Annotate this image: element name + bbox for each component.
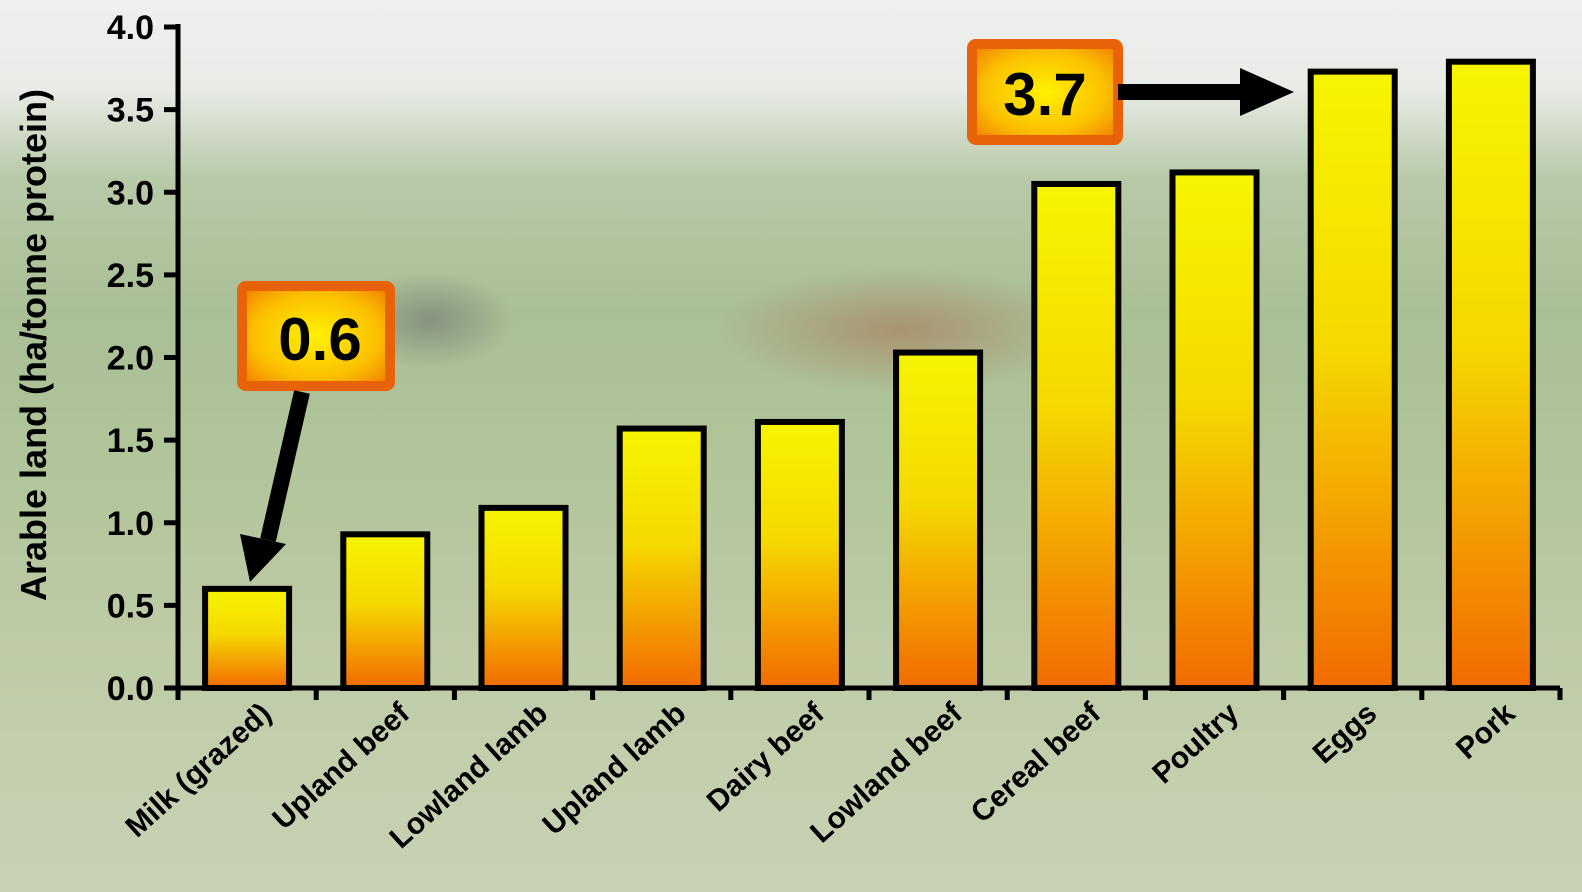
bar-lowland-lamb xyxy=(478,504,569,691)
bar-dairy-beef xyxy=(754,418,845,691)
y-tick-label: 0.0 xyxy=(107,670,154,708)
callout-arrow-shaft xyxy=(260,390,310,542)
callout-eggs: 3.7 xyxy=(967,39,1294,145)
bar-poultry xyxy=(1169,169,1260,692)
y-tick-label: 2.0 xyxy=(107,340,154,378)
y-tick-label: 3.5 xyxy=(107,92,154,130)
bar-upland-lamb xyxy=(616,425,707,691)
callout-value: 3.7 xyxy=(1003,61,1086,128)
x-category-label: Upland beef xyxy=(266,696,416,836)
x-category-label: Cereal beef xyxy=(965,696,1108,829)
x-category-label: Pork xyxy=(1450,696,1522,765)
bar-pork xyxy=(1445,58,1536,691)
y-tick-label: 0.5 xyxy=(107,587,154,625)
x-category-label: Lowland beef xyxy=(804,696,969,849)
callout-box xyxy=(237,281,395,391)
y-tick-label: 1.0 xyxy=(107,505,154,543)
bar-upland-beef xyxy=(340,531,431,691)
bar-cereal-beef xyxy=(1031,180,1122,692)
x-category-label: Dairy beef xyxy=(701,696,832,818)
x-category-label: Eggs xyxy=(1307,697,1384,771)
callout-arrowhead xyxy=(1240,68,1294,116)
y-tick-label: 3.0 xyxy=(107,174,154,212)
y-tick-label: 2.5 xyxy=(107,257,154,295)
x-category-label: Poultry xyxy=(1146,696,1245,790)
bars xyxy=(202,58,1536,692)
bar-milk-grazed xyxy=(202,585,293,691)
callout-value: 0.6 xyxy=(278,306,361,373)
y-tick-label: 1.5 xyxy=(107,422,154,460)
bar-lowland-beef xyxy=(893,349,984,691)
y-axis-title: Arable land (ha/tonne protein) xyxy=(13,89,54,601)
y-tick-label: 4.0 xyxy=(107,9,154,47)
callout-milk: 0.6 xyxy=(237,281,395,582)
axes xyxy=(164,24,1563,700)
x-category-label: Milk (grazed) xyxy=(119,697,277,844)
bar-eggs xyxy=(1307,68,1398,692)
x-category-label: Upland lamb xyxy=(537,697,693,842)
callout-arrowhead xyxy=(240,534,286,582)
